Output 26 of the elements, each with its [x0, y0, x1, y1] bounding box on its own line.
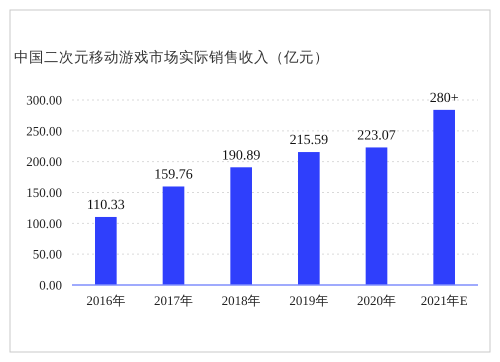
y-tick-label: 50.00 — [32, 246, 62, 262]
x-tick-label: 2020年 — [357, 293, 396, 308]
y-tick-label: 100.00 — [26, 216, 62, 231]
x-tick-label: 2019年 — [289, 293, 328, 308]
bar — [298, 152, 320, 285]
chart-title: 中国二次元移动游戏市场实际销售收入（亿元） — [14, 49, 329, 66]
data-label: 190.89 — [222, 148, 260, 164]
y-tick-label: 150.00 — [26, 185, 62, 200]
data-label: 223.07 — [357, 128, 396, 144]
data-label: 215.59 — [290, 133, 328, 148]
bar — [95, 216, 117, 285]
bar — [366, 147, 388, 285]
x-tick-label: 2018年 — [222, 293, 261, 308]
data-label: 280+ — [430, 90, 459, 106]
bar — [230, 167, 252, 285]
bar — [433, 110, 455, 285]
bar — [162, 186, 184, 285]
y-tick-label: 200.00 — [26, 154, 62, 170]
y-tick-label: 250.00 — [26, 123, 62, 138]
data-label: 110.33 — [86, 198, 125, 213]
x-tick-label: 2016年 — [86, 293, 126, 308]
x-tick-label: 2021年E — [420, 293, 468, 308]
x-tick-label: 2017年 — [154, 293, 193, 308]
data-label: 159.76 — [154, 167, 193, 182]
y-tick-label: 300.00 — [26, 92, 62, 108]
y-tick-label: 0.00 — [39, 278, 62, 293]
